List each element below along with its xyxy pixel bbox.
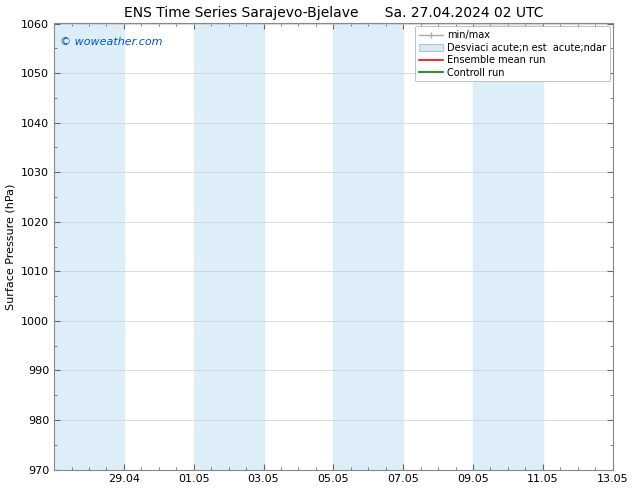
Bar: [333, 24, 403, 469]
Title: ENS Time Series Sarajevo-Bjelave      Sa. 27.04.2024 02 UTC: ENS Time Series Sarajevo-Bjelave Sa. 27.…: [124, 5, 543, 20]
Legend: min/max, Desviaci acute;n est  acute;ndar, Ensemble mean run, Controll run: min/max, Desviaci acute;n est acute;ndar…: [415, 26, 610, 81]
Y-axis label: Surface Pressure (hPa): Surface Pressure (hPa): [6, 183, 16, 310]
Bar: [473, 24, 543, 469]
Bar: [54, 24, 124, 469]
Bar: [194, 24, 264, 469]
Text: © woweather.com: © woweather.com: [60, 37, 162, 47]
